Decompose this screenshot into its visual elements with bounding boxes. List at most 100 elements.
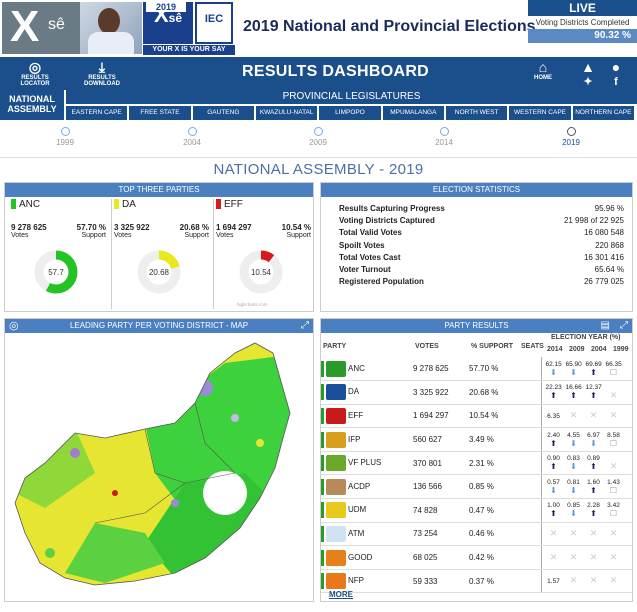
- party-card-eff[interactable]: EFF 1 694 297 10.54 % Votes Support 10.54: [213, 199, 313, 309]
- table-row[interactable]: IFP 560 627 3.49 % 2.40 ⬆ 4.55 ⬇ 6.97 ⬇ 8.58 ☐: [321, 427, 632, 452]
- history-cell: 0.83 ⬇: [567, 454, 580, 471]
- globe-icon: ◎: [28, 59, 42, 75]
- stat-label: Voter Turnout: [339, 264, 391, 274]
- table-row[interactable]: ACDP 136 566 0.85 % 0.57 ⬇ 0.81 ⬇ 1.60 ⬆ 1.43 ☐: [321, 474, 632, 500]
- live-subtitle: Voting Districts Completed: [535, 18, 630, 27]
- year-2014[interactable]: 2014: [424, 125, 464, 147]
- history-cell: ✕: [609, 527, 618, 538]
- results-column-headers: PARTY VOTES % SUPPORT SEATS ELECTION YEA…: [321, 333, 632, 357]
- donut-arc: [239, 250, 283, 294]
- votes-label: Votes: [114, 232, 132, 239]
- history-cell: 1.57: [547, 578, 560, 586]
- party-results-header: PARTY RESULTS ▤ ⤢: [321, 319, 632, 333]
- election-stats-panel: ELECTION STATISTICS Results Capturing Pr…: [320, 182, 633, 312]
- history-cell: 6.35: [547, 412, 560, 420]
- history-cell: ✕: [589, 527, 598, 538]
- logo-se: sê: [48, 16, 65, 33]
- apple-icon[interactable]: ●: [611, 59, 621, 75]
- expand-icon[interactable]: ⤢: [301, 320, 309, 331]
- tab-national-assembly[interactable]: NATIONAL ASSEMBLY: [0, 90, 64, 120]
- tab-province-0[interactable]: EASTERN CAPE: [66, 106, 128, 120]
- party-votes: 3 325 922: [413, 380, 469, 405]
- party-votes: 370 801: [413, 451, 469, 476]
- year-2004[interactable]: 2004: [172, 125, 212, 147]
- year-label: 1999: [56, 138, 74, 147]
- results-download-button[interactable]: ⤓ RESULTS DOWNLOAD: [70, 59, 134, 87]
- year-2009[interactable]: 2009: [298, 125, 338, 147]
- stat-row: Spoilt Votes 220 868: [339, 240, 624, 252]
- party-logo-icon: [326, 502, 346, 519]
- col-party: PARTY: [323, 343, 347, 350]
- tab-province-4[interactable]: LIMPOPO: [319, 106, 381, 120]
- tab-province-2[interactable]: GAUTENG: [192, 106, 254, 120]
- table-row[interactable]: ATM 73 254 0.46 % ✕ ✕ ✕ ✕: [321, 522, 632, 547]
- twitter-icon[interactable]: ✦: [583, 76, 593, 88]
- party-pct: 10.54 %: [281, 223, 311, 232]
- live-percent: 90.32 %: [594, 30, 631, 41]
- results-locator-label: RESULTS LOCATOR: [20, 75, 50, 87]
- support-donut-chart: 57.7: [34, 250, 78, 294]
- party-stats: 1 694 297 10.54 % Votes Support: [216, 223, 311, 239]
- year-2019[interactable]: 2019: [551, 125, 591, 147]
- party-seats: [517, 522, 542, 547]
- history-cell: ✕: [609, 460, 618, 471]
- tab-province-3[interactable]: KWAZULU-NATAL: [256, 106, 318, 120]
- party-stats: 3 325 922 20.68 % Votes Support: [114, 223, 209, 239]
- tab-province-6[interactable]: NORTH WEST: [446, 106, 508, 120]
- results-locator-button[interactable]: ◎ RESULTS LOCATOR: [6, 59, 64, 87]
- table-row[interactable]: ANC 9 278 625 57.70 % 62.15 ⬇ 65.90 ⬇ 69.69 ⬆ 66.…: [321, 357, 632, 382]
- dashboard-title: RESULTS DASHBOARD: [242, 63, 430, 80]
- party-votes: 9 278 625: [413, 357, 469, 382]
- table-row[interactable]: DA 3 325 922 20.68 % 22.23 ⬆ 16.66 ⬆ 12.37 ⬆ ✕: [321, 380, 632, 405]
- tab-province-5[interactable]: MPUMALANGA: [382, 106, 444, 120]
- tab-province-7[interactable]: WESTERN CAPE: [509, 106, 571, 120]
- donut-arc: [34, 250, 78, 294]
- bar-chart-icon[interactable]: ▤: [600, 320, 610, 331]
- android-icon[interactable]: ▲: [581, 59, 595, 75]
- provincial-legislatures-header: PROVINCIAL LEGISLATURES: [66, 90, 637, 104]
- table-row[interactable]: GOOD 68 025 0.42 % ✕ ✕ ✕ ✕: [321, 545, 632, 570]
- party-color-swatch: [114, 199, 119, 210]
- history-cell: ✕: [609, 389, 618, 400]
- download-icon: ⤓: [98, 59, 106, 75]
- history-cell: 65.90 ⬇: [565, 360, 582, 377]
- year-1999[interactable]: 1999: [45, 125, 85, 147]
- clock-icon: [313, 127, 323, 136]
- history-cell: ✕: [549, 527, 558, 538]
- history-cell: ✕: [569, 551, 578, 562]
- party-votes: 68 025: [413, 545, 469, 570]
- year-col-2009: 2009: [569, 346, 585, 353]
- tab-province-1[interactable]: FREE STATE: [129, 106, 191, 120]
- map-header: ◎ LEADING PARTY PER VOTING DISTRICT - MA…: [5, 319, 313, 333]
- stat-row: Total Votes Cast 16 301 416: [339, 252, 624, 264]
- party-votes: 136 566: [413, 474, 469, 500]
- col-votes: VOTES: [415, 343, 439, 350]
- iec-year: 2019: [146, 2, 186, 12]
- stat-value: 220 868: [595, 240, 624, 250]
- party-card-da[interactable]: DA 3 325 922 20.68 % Votes Support 20.68: [111, 199, 211, 309]
- more-link[interactable]: MORE: [329, 590, 353, 599]
- expand-icon[interactable]: ⤢: [620, 320, 628, 331]
- history-cell: 62.15 ⬇: [545, 360, 562, 377]
- home-button[interactable]: ⌂ HOME: [530, 59, 556, 81]
- table-row[interactable]: EFF 1 694 297 10.54 % 6.35 ✕ ✕ ✕: [321, 404, 632, 429]
- stats-list: Results Capturing Progress 95.96 % Voting …: [321, 197, 632, 288]
- table-row[interactable]: UDM 74 828 0.47 % 1.00 ⬆ 0.85 ⬇ 2.28 ⬆ 3.42 ☐: [321, 498, 632, 523]
- history-cell: 2.28 ⬆: [587, 502, 600, 519]
- stat-label: Results Capturing Progress: [339, 204, 445, 213]
- globe-icon: ◎: [9, 320, 19, 332]
- clock-icon: [439, 127, 449, 136]
- party-card-anc[interactable]: ANC 9 278 625 57.70 % Votes Support 57.7: [9, 199, 109, 309]
- slogan: YOUR X IS YOUR SAY: [143, 45, 235, 55]
- support-donut-chart: 20.68: [137, 250, 181, 294]
- facebook-icon[interactable]: f: [614, 76, 618, 88]
- stat-row: Voting Districts Captured 21 998 of 22 92…: [339, 215, 624, 227]
- donut-label: 57.7: [48, 268, 64, 277]
- party-card-name: DA: [114, 199, 211, 210]
- party-card-name: ANC: [11, 199, 109, 210]
- south-africa-map[interactable]: [5, 333, 313, 601]
- tab-province-8[interactable]: NORTHERN CAPE: [572, 106, 634, 120]
- table-row[interactable]: NFP 59 333 0.37 % 1.57 ✕ ✕ ✕: [321, 569, 632, 594]
- table-row[interactable]: VF PLUS 370 801 2.31 % 0.90 ⬆ 0.83 ⬇ 0.89 ⬆ ✕: [321, 451, 632, 476]
- history-cell: 0.90 ⬆: [547, 454, 560, 471]
